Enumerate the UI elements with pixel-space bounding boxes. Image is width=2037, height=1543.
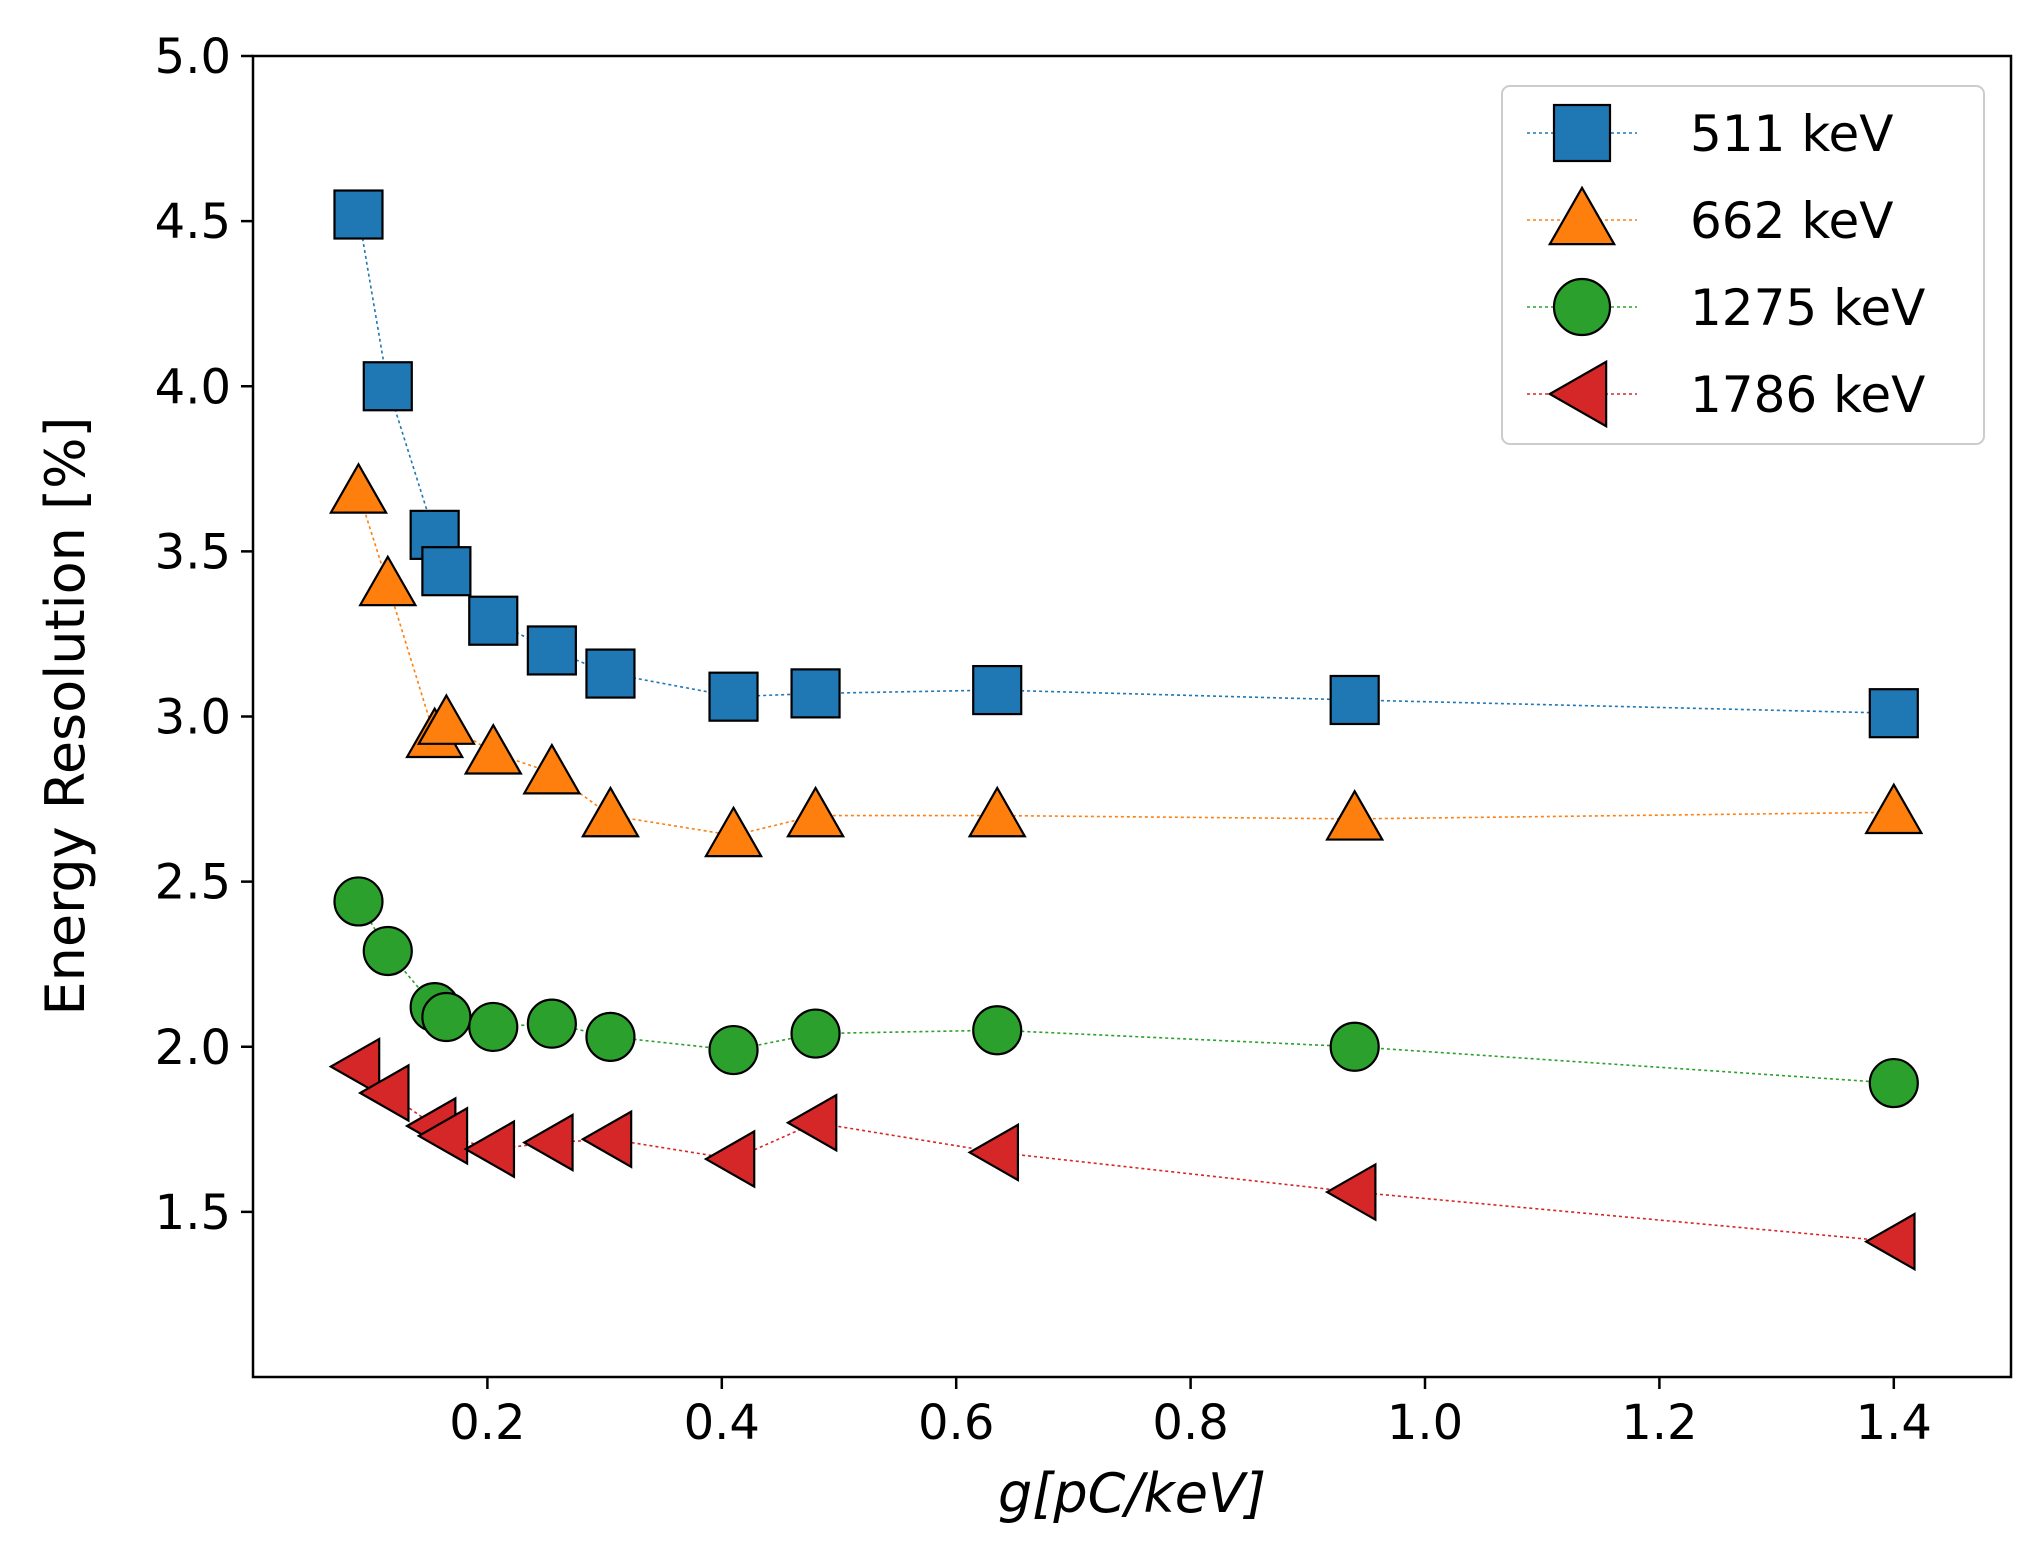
x-tick-label: 0.8 [1152, 1395, 1228, 1451]
legend-marker-circle [1552, 277, 1612, 337]
data-point-triangle-up [1325, 789, 1385, 841]
data-point-triangle-left [785, 1093, 838, 1153]
y-tick-label: 4.5 [155, 194, 231, 250]
data-point-square [333, 189, 384, 240]
x-tick-label: 1.0 [1387, 1395, 1463, 1451]
legend-label: 662 keV [1690, 192, 1893, 250]
x-tick-label: 1.2 [1621, 1395, 1697, 1451]
y-axis-label: Energy Resolution [%] [34, 417, 97, 1016]
legend-marker-square [1552, 103, 1612, 163]
data-point-circle [585, 1011, 636, 1062]
legend-frame [1501, 85, 1985, 445]
y-axis-ticks: 1.5 2.0 2.5 3.0 3.5 4.0 4.5 5.0 [155, 29, 253, 1241]
data-point-triangle-left [328, 1037, 381, 1097]
x-tick-label: 0.2 [449, 1395, 525, 1451]
data-point-triangle-up [704, 805, 764, 858]
data-point-circle [1868, 1057, 1919, 1109]
x-tick-label: 1.4 [1856, 1395, 1932, 1451]
data-point-triangle-up [967, 785, 1027, 838]
legend: 511 keV 662 keV 1275 keV 1786 keV [1501, 85, 1985, 445]
data-point-square [1868, 688, 1919, 739]
y-tick-label: 1.5 [155, 1185, 231, 1241]
data-point-triangle-up [580, 785, 640, 838]
data-point-square [1329, 674, 1380, 726]
x-axis-ticks: 0.2 0.4 0.6 0.8 1.0 1.2 1.4 [449, 1377, 1932, 1451]
data-point-square [708, 671, 759, 722]
data-point-triangle-left [463, 1119, 516, 1179]
data-point-square [790, 668, 841, 719]
y-tick-label: 2.5 [155, 855, 231, 911]
legend-label: 1275 keV [1690, 279, 1925, 337]
y-tick-label: 2.0 [155, 1020, 231, 1076]
series-line-3 [357, 1065, 1894, 1243]
data-point-square [972, 664, 1023, 716]
data-point-triangle-up [416, 693, 476, 745]
data-point-square [526, 625, 577, 676]
data-point-triangle-left [522, 1113, 574, 1173]
data-point-circle [972, 1005, 1023, 1056]
data-point-triangle-up [1864, 782, 1924, 835]
data-point-triangle-left [416, 1106, 469, 1166]
x-tick-label: 0.6 [918, 1395, 994, 1451]
data-point-triangle-left [1324, 1162, 1377, 1222]
data-point-triangle-up [358, 554, 418, 607]
data-point-circle [333, 876, 384, 927]
legend-marker-triangle-up [1547, 185, 1617, 246]
data-point-square [585, 648, 636, 699]
y-tick-label: 3.5 [155, 524, 231, 580]
data-point-circle [468, 1001, 519, 1053]
series-line-2 [357, 901, 1894, 1084]
data-point-triangle-left [967, 1122, 1020, 1182]
data-point-circle [1329, 1021, 1380, 1072]
data-point-triangle-up [463, 723, 523, 775]
legend-label: 1786 keV [1690, 366, 1925, 424]
data-point-triangle-up [328, 462, 388, 514]
y-tick-label: 4.0 [155, 359, 231, 415]
legend-marker-triangle-left [1547, 359, 1608, 429]
data-point-square [362, 361, 413, 412]
data-point-circle [421, 991, 472, 1043]
data-point-circle [790, 1008, 841, 1059]
data-point-triangle-left [357, 1063, 410, 1123]
data-point-triangle-left [703, 1129, 756, 1189]
data-point-square [421, 546, 472, 597]
data-point-square [468, 595, 519, 646]
data-point-circle [362, 925, 413, 977]
data-point-circle [526, 998, 577, 1049]
data-point-triangle-left [580, 1109, 633, 1169]
x-tick-label: 0.4 [684, 1395, 760, 1451]
legend-label: 511 keV [1690, 105, 1893, 163]
data-point-circle [708, 1024, 759, 1076]
y-tick-label: 3.0 [155, 690, 231, 746]
y-tick-label: 5.0 [155, 29, 231, 85]
series-markers [328, 189, 1924, 1272]
x-axis-label: g[pC/keV] [998, 1462, 1266, 1525]
data-point-triangle-up [522, 742, 582, 795]
data-point-triangle-up [786, 785, 846, 838]
data-point-triangle-left [1863, 1212, 1916, 1272]
